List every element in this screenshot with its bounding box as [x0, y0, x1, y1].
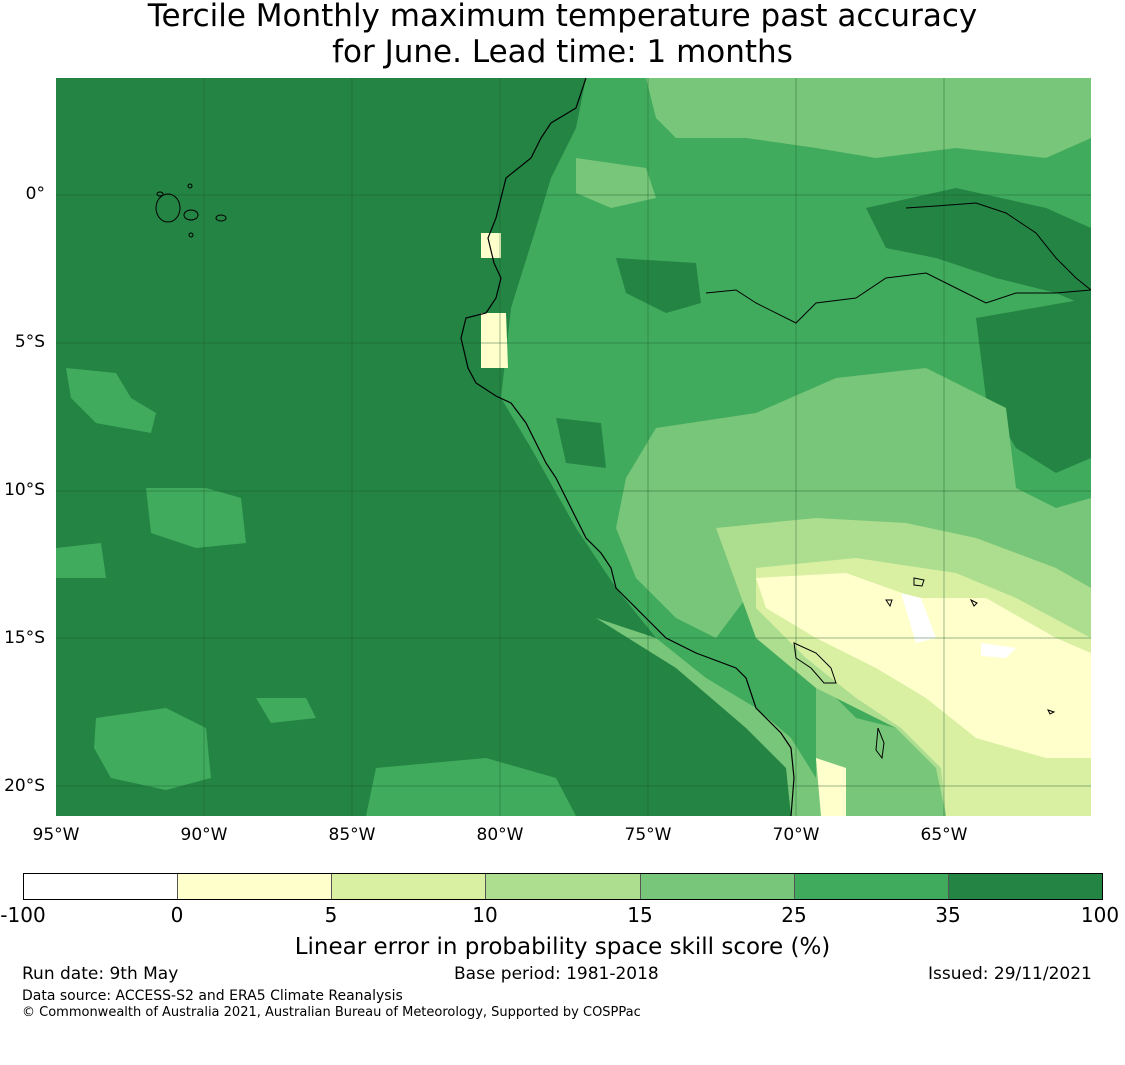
skill-score-map — [56, 78, 1091, 816]
colorbar-segment — [332, 874, 487, 899]
base-period: Base period: 1981-2018 — [454, 964, 659, 984]
x-tick-label: 95°W — [32, 825, 80, 845]
lake-titicaca-region — [793, 577, 1056, 760]
chart-title-line-2: for June. Lead time: 1 months — [332, 34, 793, 70]
colorbar-segment — [24, 874, 179, 899]
lake-outline — [885, 599, 893, 608]
colorbar-title: Linear error in probability space skill … — [294, 934, 831, 960]
colorbar-tick-label: 0 — [170, 903, 184, 927]
colorbar-tick-label: 25 — [781, 903, 807, 927]
x-tick-label: 90°W — [180, 825, 228, 845]
land-patch-mid — [646, 78, 1091, 158]
lake-outline — [1047, 709, 1056, 715]
island — [155, 193, 181, 223]
ocean-patch — [146, 488, 246, 548]
land-patch-high — [556, 418, 606, 468]
x-tick-label: 85°W — [328, 825, 376, 845]
lake-outline — [875, 727, 885, 760]
map-canvas — [56, 78, 1091, 816]
lake-outline — [793, 642, 837, 684]
ocean-patch — [56, 543, 106, 578]
river-border — [905, 202, 1091, 291]
colorbar-tick-label: 5 — [324, 903, 338, 927]
issued-date: Issued: 29/11/2021 — [928, 964, 1092, 984]
coastline — [460, 78, 795, 816]
y-tick-label: 15°S — [4, 628, 45, 648]
land-patch-high — [866, 188, 1091, 308]
x-tick-label: 80°W — [476, 825, 524, 845]
island — [183, 209, 199, 221]
land-patch-lowest — [816, 758, 846, 816]
lake-outline — [913, 577, 925, 587]
land-patch-mid — [576, 158, 656, 208]
chart-title-line-1: Tercile Monthly maximum temperature past… — [147, 0, 978, 34]
island — [188, 232, 194, 238]
colorbar-tick-label: 10 — [472, 903, 498, 927]
land-patch-mid — [596, 618, 816, 816]
ocean-patch — [66, 368, 156, 433]
land-patch-high — [616, 258, 701, 313]
colorbar-segment — [640, 874, 795, 899]
y-tick-label: 10°S — [4, 480, 45, 500]
ocean-patch — [94, 708, 211, 790]
colorbar-tick-label: 100 — [1080, 903, 1120, 927]
x-tick-label: 65°W — [920, 825, 968, 845]
x-tick-label: 70°W — [772, 825, 820, 845]
copyright: © Commonwealth of Australia 2021, Austra… — [22, 1005, 641, 1020]
colorbar-segment — [486, 874, 641, 899]
land-patch-negative — [981, 643, 1016, 658]
land-patch-lowest — [481, 233, 501, 258]
colorbar-tick-label: -100 — [0, 903, 46, 927]
colorbar-tick-label: 15 — [627, 903, 653, 927]
x-tick-label: 75°W — [624, 825, 672, 845]
y-tick-label: 0° — [25, 184, 45, 204]
ocean-patch — [256, 698, 316, 723]
data-source: Data source: ACCESS-S2 and ERA5 Climate … — [22, 988, 403, 1004]
land-patch-negative — [901, 593, 936, 643]
river-border — [705, 272, 1091, 324]
colorbar-segment — [948, 874, 1102, 899]
run-date: Run date: 9th May — [22, 964, 179, 984]
ocean-patch — [366, 758, 576, 816]
y-tick-label: 5°S — [14, 332, 45, 352]
island — [215, 214, 227, 222]
colorbar-tick-label: 35 — [935, 903, 961, 927]
y-tick-label: 20°S — [4, 776, 45, 796]
land-patch-lowest — [481, 313, 508, 368]
lake-outline — [969, 598, 978, 607]
colorbar-segment — [178, 874, 333, 899]
land-patch-lowest — [756, 573, 1091, 758]
colorbar-segment — [794, 874, 949, 899]
galapagos-islands — [155, 183, 227, 238]
land-patch-mid — [816, 678, 946, 816]
colorbar — [23, 873, 1103, 900]
island — [187, 183, 193, 189]
island — [156, 191, 164, 197]
